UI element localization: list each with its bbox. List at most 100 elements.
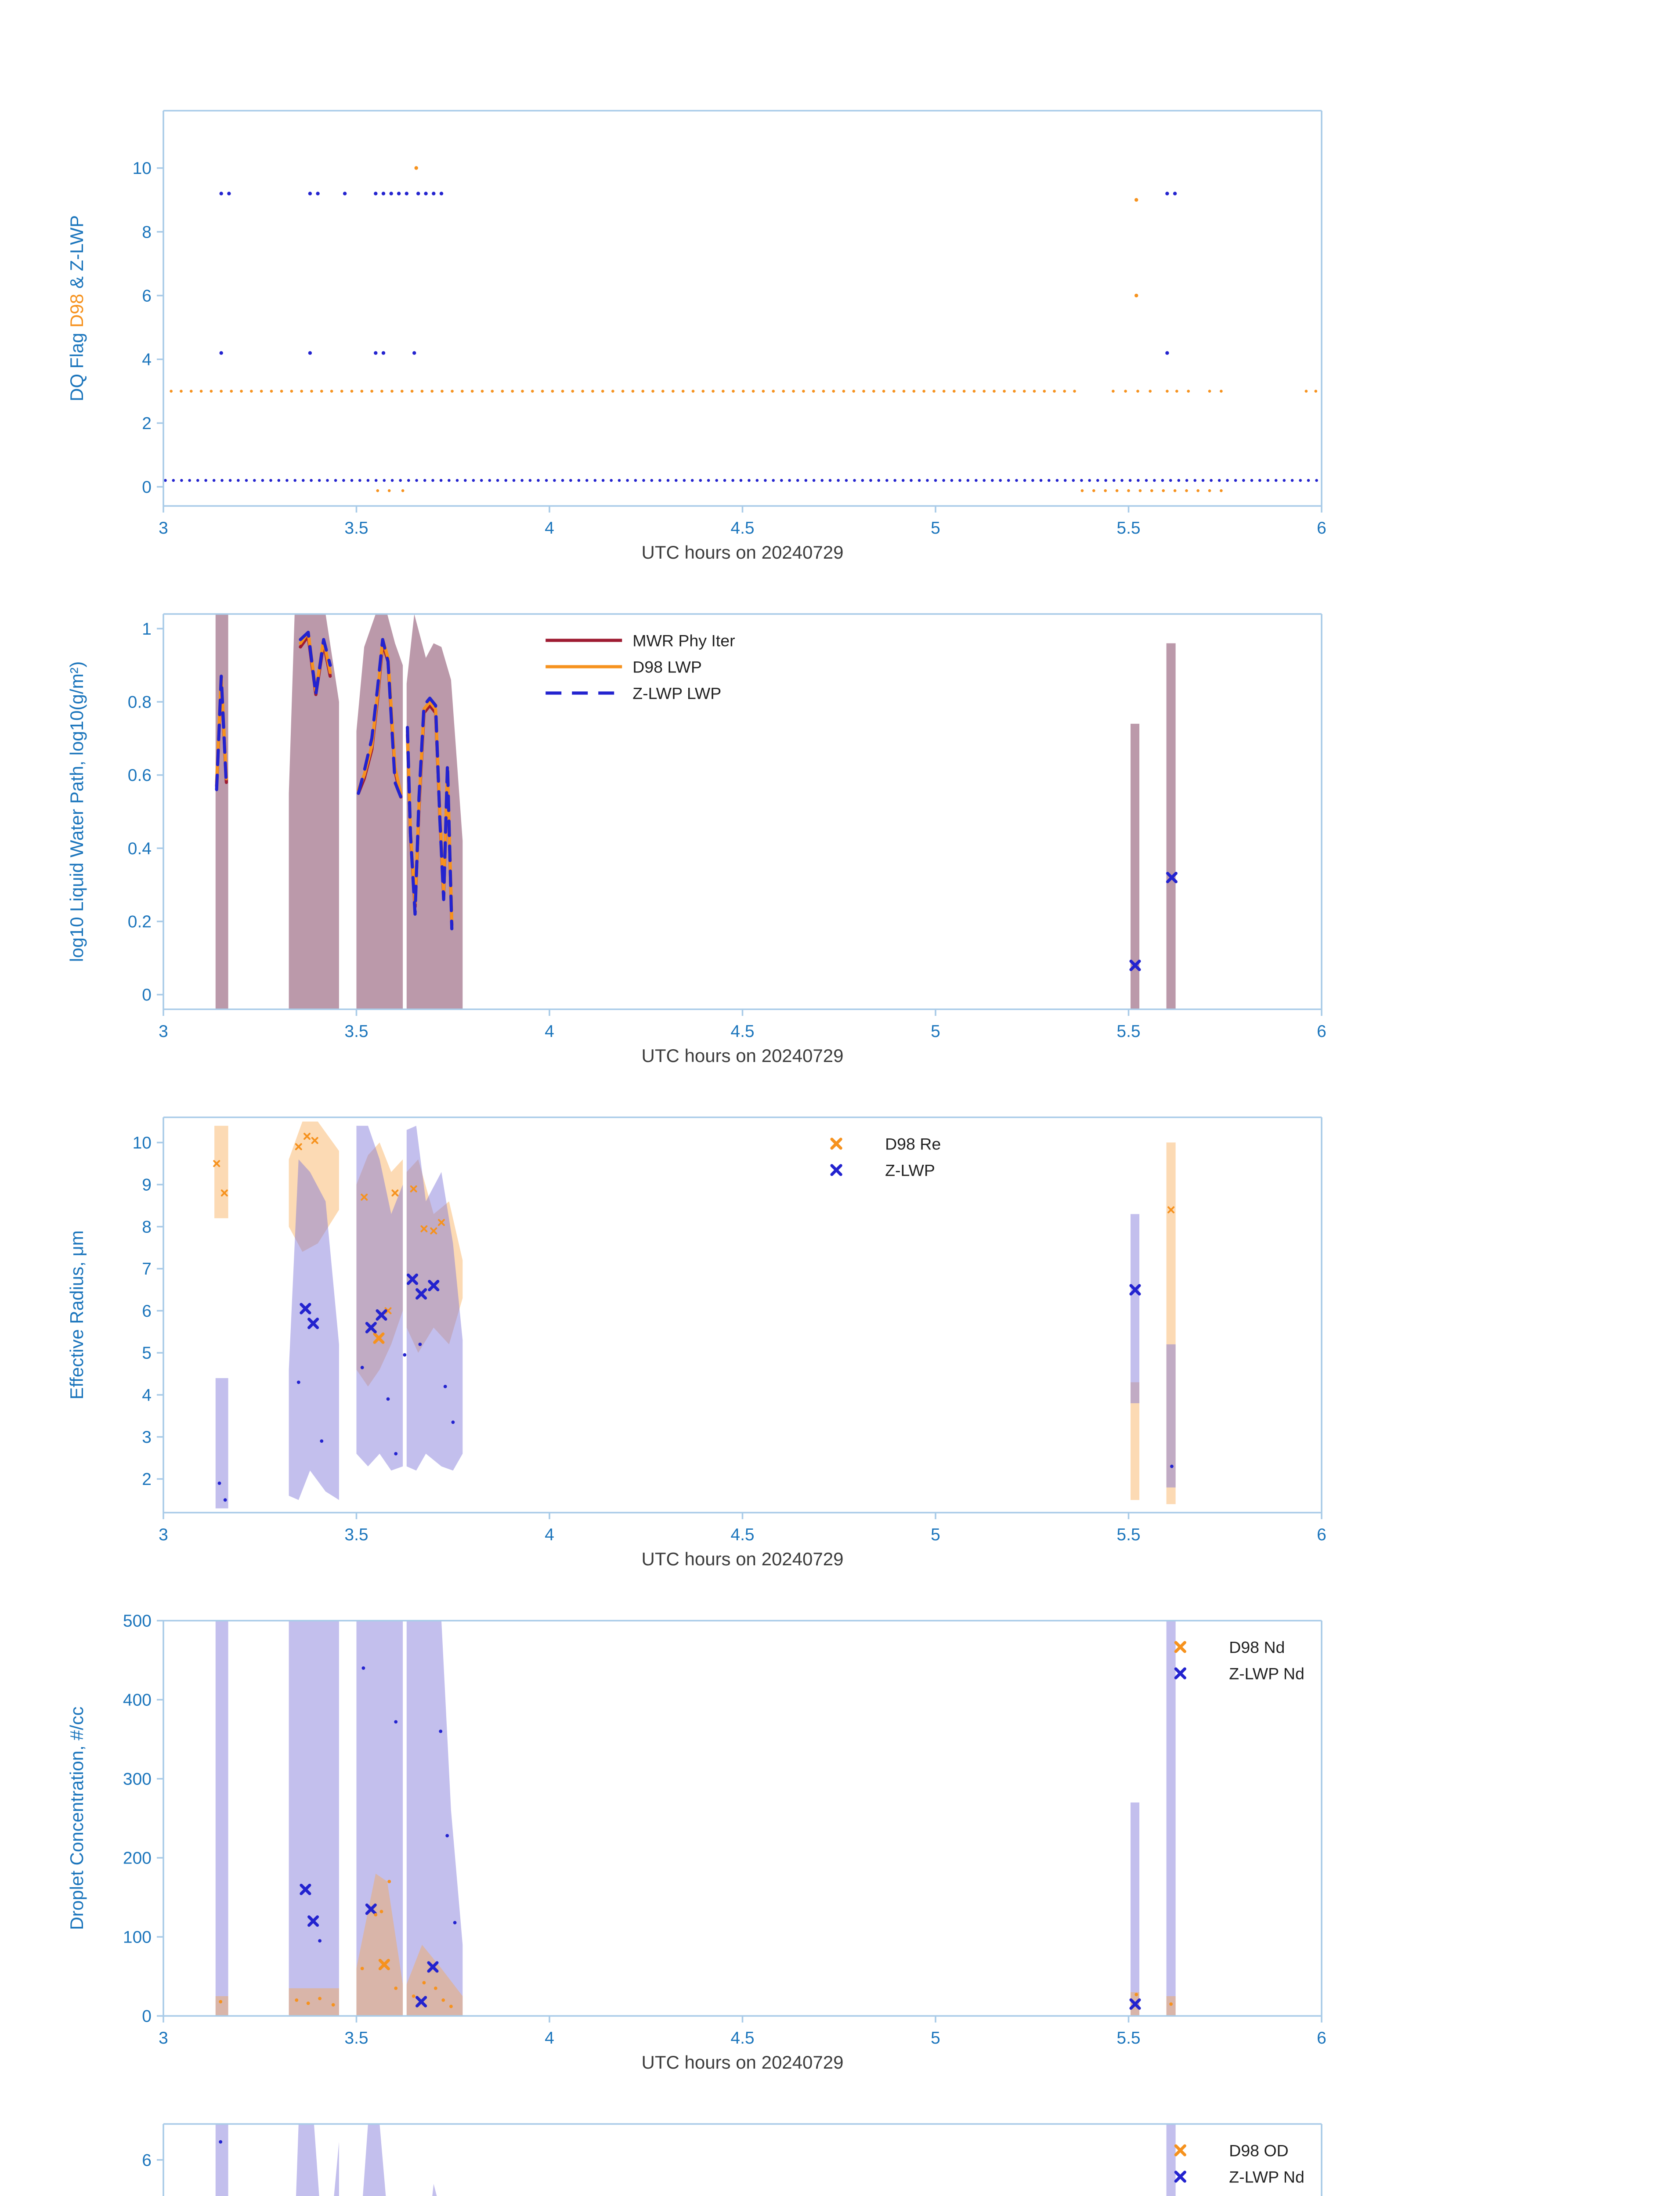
zlwp-flag0-row <box>164 479 167 482</box>
zlwp-flag0-row <box>901 479 905 482</box>
d98-flag3-row <box>230 390 233 393</box>
zlwp-flag0-row <box>1088 479 1091 482</box>
zlwp-flag0-row <box>366 479 370 482</box>
d98-flag3-row2 <box>1136 390 1139 393</box>
zlwp-flag0-row <box>666 479 670 482</box>
legend-label: Z-LWP LWP <box>632 684 721 703</box>
zlwp-flag0-row <box>1234 479 1237 482</box>
zlwp-flag0-row <box>245 479 248 482</box>
nd-band-lav-5 <box>1131 1802 1140 2016</box>
zlwp-flag0-row <box>634 479 637 482</box>
zlwp-flag9-pts <box>1173 191 1177 195</box>
d98-flag3-pts <box>1208 390 1211 393</box>
y-tick-label: 4 <box>142 1386 152 1405</box>
d98-flag3-row <box>611 390 614 393</box>
d98-flag3-row <box>451 390 454 393</box>
zlwp-flag0-row <box>504 479 507 482</box>
d98-flag-high-pts <box>414 166 418 170</box>
d98-flag3-row2 <box>1124 390 1127 393</box>
d98-flag3-row <box>641 390 644 393</box>
d98-flag3-row <box>260 390 263 393</box>
d98-flag0-row <box>1080 489 1084 492</box>
legend-label: MWR Phy Iter <box>632 632 735 650</box>
dq-flag-chart: 3 3.5 4 4.5 5 5.5 6 0 2 4 6 8 10 <box>133 110 1326 538</box>
lwp-chart: 3 3.5 4 4.5 5 5.5 6 0 0.2 0.4 0.6 0.8 1 MWR Phy Iter D… <box>128 613 1326 1041</box>
zlwp-flag0-row <box>269 479 272 482</box>
x-tick-label: 4.5 <box>730 2029 754 2048</box>
legend-sample-marker <box>830 1164 842 1176</box>
legend-label: Z-LWP Nd <box>1229 1665 1304 1683</box>
x-tick-label: 3.5 <box>344 1022 368 1041</box>
d98-flag3-pts <box>1187 390 1190 393</box>
d98-flag3-row <box>420 390 424 393</box>
d98-flag3-row <box>661 390 665 393</box>
zlwp-flag9-pts <box>432 191 436 195</box>
d98-flag3-row <box>701 390 705 393</box>
zlwp-re-points <box>223 1498 227 1502</box>
x-tick-label: 5 <box>931 519 940 538</box>
d98-nd-points <box>412 1994 415 1998</box>
zlwp-flag0-row <box>893 479 896 482</box>
d98-flag3-row <box>601 390 604 393</box>
zlwp-lwp-line <box>357 638 403 799</box>
zlwp-flag0-row <box>188 479 191 482</box>
zlwp-flag0-row <box>942 479 945 482</box>
x-tick-label: 4 <box>545 519 554 538</box>
zlwp-re-points <box>320 1439 324 1443</box>
d98-flag3-row <box>521 390 524 393</box>
d98-flag3-row <box>862 390 865 393</box>
d98-flag3-row <box>1003 390 1006 393</box>
zlwp-flag4-pts <box>412 351 416 355</box>
lwp-band-1 <box>215 614 228 1009</box>
zlwp-flag0-row <box>1145 479 1148 482</box>
zlwp-flag0-row <box>764 479 767 482</box>
zlwp-flag0-row <box>958 479 961 482</box>
y-tick-label: 4 <box>142 350 152 369</box>
zlwp-flag0-row <box>448 479 451 482</box>
zlwp-nd-points <box>439 1730 443 1733</box>
zlwp-re-points <box>386 1397 390 1401</box>
d98-flag3-pts <box>1220 390 1223 393</box>
zlwp-flag0-row <box>715 479 719 482</box>
zlwp-flag0-row <box>1120 479 1124 482</box>
zlwp-flag0-row <box>1258 479 1261 482</box>
zlwp-flag0-row <box>861 479 864 482</box>
d98-flag3-row <box>882 390 885 393</box>
zlwp-flag0-row <box>1201 479 1205 482</box>
d98-nd-points <box>422 1981 426 1985</box>
d98-nd-points <box>306 2001 310 2005</box>
zlwp-flag0-row <box>172 479 175 482</box>
zlwp-flag0-row <box>261 479 264 482</box>
d98-flag0-row <box>1138 489 1142 492</box>
d98-flag3-row <box>380 390 383 393</box>
d98-flag3-row <box>330 390 333 393</box>
d98-flag3-row <box>441 390 444 393</box>
d98-flag0-pts <box>387 489 391 492</box>
d98-flag0-row <box>1173 489 1177 492</box>
d98-flag3-row <box>942 390 946 393</box>
zlwp-flag0-row <box>220 479 224 482</box>
zlwp-flag0-row <box>431 479 434 482</box>
d98-flag3-row <box>902 390 906 393</box>
zlwp-flag0-row <box>1274 479 1278 482</box>
d98-flag3-row <box>270 390 273 393</box>
d98-flag3-row <box>712 390 715 393</box>
d98-flag3-row <box>822 390 825 393</box>
zlwp-flag0-row <box>828 479 832 482</box>
ylabel-part-amp: & <box>66 271 87 294</box>
zlwp-nd-points <box>445 1834 449 1838</box>
zlwp-flag9-pts <box>439 191 444 195</box>
d98-flag3-row <box>672 390 675 393</box>
d98-flag3-row <box>1053 390 1056 393</box>
x-tick-label: 4.5 <box>730 1022 754 1041</box>
y-tick-label: 10 <box>133 1134 152 1152</box>
d98-flag3-row <box>320 390 323 393</box>
zlwp-flag0-row <box>1315 479 1318 482</box>
od-band-lav-6 <box>1166 2124 1176 2196</box>
zlwp-flag9-pts <box>389 191 393 195</box>
zlwp-flag0-row <box>1063 479 1067 482</box>
d98-flag3-row <box>501 390 504 393</box>
plot-area <box>215 2124 1176 2196</box>
zlwp-flag0-row <box>690 479 694 482</box>
zlwp-re-bold <box>307 1318 319 1329</box>
